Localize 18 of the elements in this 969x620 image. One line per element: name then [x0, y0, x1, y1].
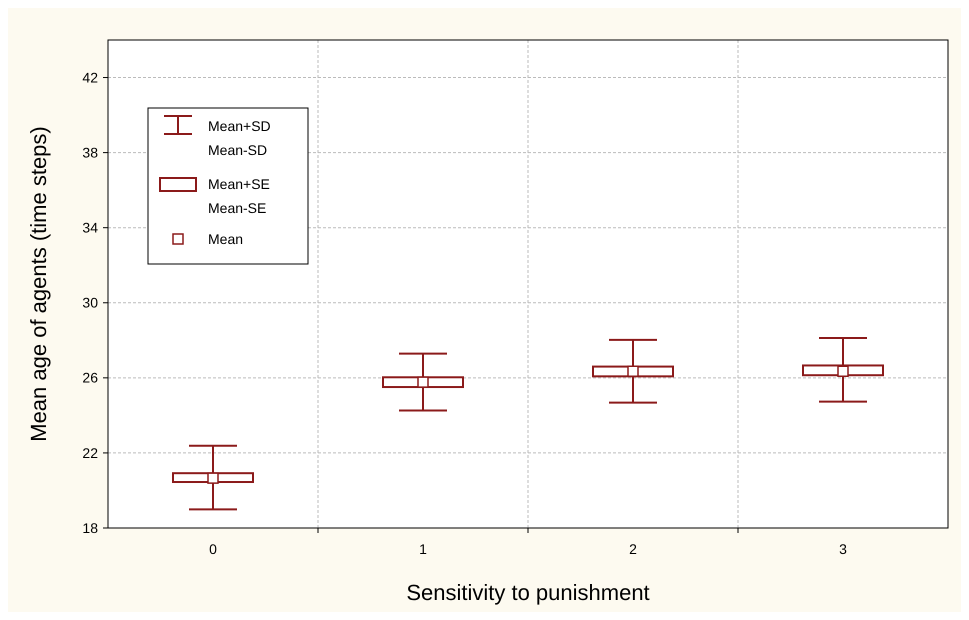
annotation: Mean-SD — [208, 142, 268, 158]
annotation: Mean+SE — [208, 176, 270, 192]
y-tick-label: 42 — [82, 69, 98, 86]
annotation: Mean — [208, 230, 244, 247]
y-tick-label: 18 — [82, 520, 98, 536]
x-tick-label: 2 — [629, 541, 638, 557]
annotation: Mean+SD — [208, 118, 271, 134]
y-tick-label: 38 — [82, 144, 98, 161]
annotation: Mean-SE — [208, 200, 266, 216]
y-tick-label: 22 — [82, 444, 98, 461]
y-axis-title: Mean age of agents (time steps) — [26, 126, 51, 442]
x-tick-label: 3 — [839, 541, 848, 557]
x-tick-label: 0 — [209, 541, 218, 557]
y-tick-label: 30 — [82, 294, 98, 311]
x-axis-title: Sensitivity to punishment — [406, 580, 650, 605]
x-tick-label: 1 — [419, 541, 428, 557]
y-tick-label: 26 — [82, 370, 98, 386]
y-tick-label: 34 — [82, 220, 98, 236]
